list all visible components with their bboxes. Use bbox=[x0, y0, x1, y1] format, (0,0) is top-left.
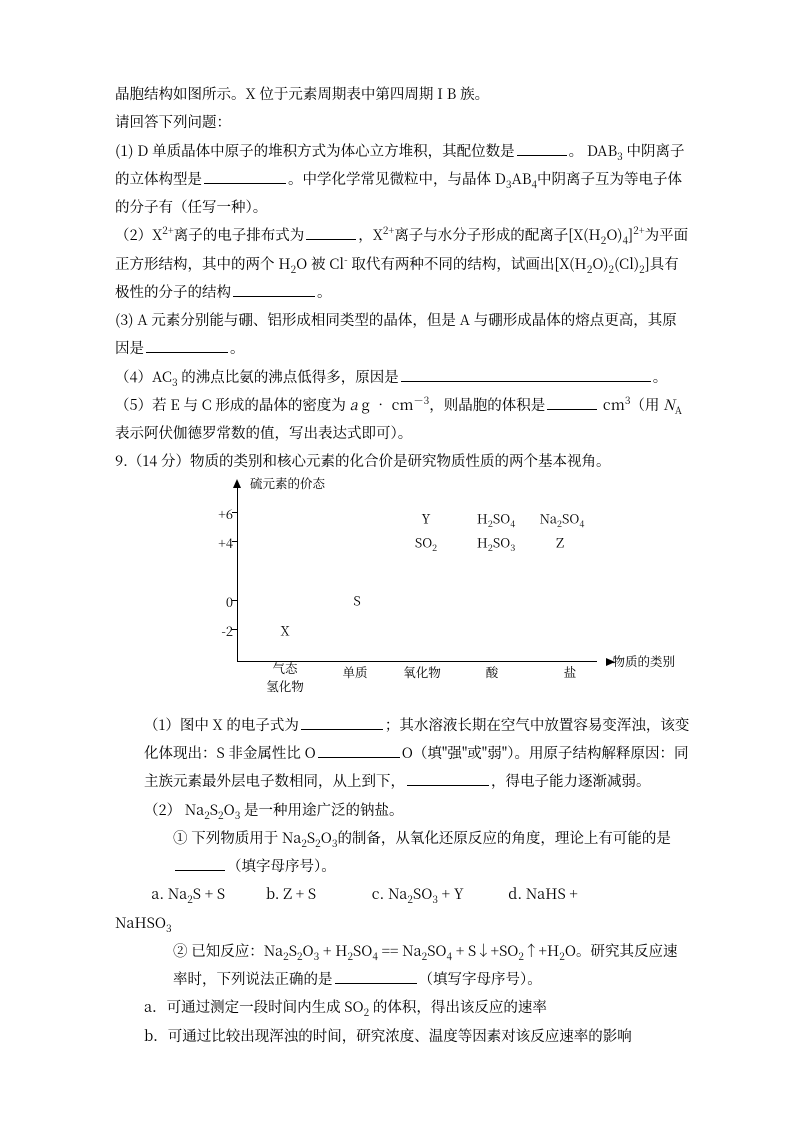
x-tick-label: 盐 bbox=[564, 663, 577, 681]
question-1: (1) D 单质晶体中原子的堆积方式为体心立方堆积，其配位数是。 DAB3 中阴… bbox=[115, 137, 690, 222]
text: 。 bbox=[317, 281, 332, 302]
text: （4）AC bbox=[115, 366, 172, 387]
x-tick-label: 酸 bbox=[486, 663, 499, 681]
option-c: c. Na2SO3 + Y bbox=[372, 883, 464, 904]
question-5: （5）若 E 与 C 形成的晶体的密度为 a g • cm－3，则晶胞的体积是 … bbox=[115, 391, 690, 448]
question-4: （4）AC3 的沸点比氨的沸点低得多，原因是。 bbox=[115, 363, 690, 391]
blank bbox=[306, 226, 356, 241]
option-d: d. NaHS + bbox=[508, 883, 578, 904]
data-point: H2SO4 bbox=[477, 508, 515, 527]
blank bbox=[547, 395, 597, 410]
text: (1) D 单质晶体中原子的堆积方式为体心立方堆积，其配位数是 bbox=[115, 140, 515, 161]
data-point: H2SO3 bbox=[477, 532, 515, 551]
text: （2） Na bbox=[144, 799, 204, 820]
text: （用 bbox=[630, 394, 663, 415]
option-a: a. Na2S + S bbox=[151, 883, 225, 904]
text: 。 bbox=[653, 366, 668, 387]
y-axis-title: 硫元素的价态 bbox=[250, 474, 325, 492]
data-point: Na2SO4 bbox=[540, 508, 585, 527]
problem-9-heading: 9.（14 分）物质的类别和核心元素的化合价是研究物质性质的两个基本视角。 bbox=[115, 447, 690, 475]
x-tick-label: 单质 bbox=[342, 663, 367, 681]
intro-line-2: 请回答下列问题： bbox=[115, 108, 690, 136]
data-point: Y bbox=[422, 508, 431, 527]
option-b: b. Z + S bbox=[266, 883, 316, 904]
text: ，X bbox=[358, 224, 383, 245]
statement-a: a．可通过测定一段时间内生成 SO2 的体积，得出该反应的速率 bbox=[115, 993, 690, 1021]
x-axis-title: 物质的类别 bbox=[612, 652, 675, 670]
blank bbox=[407, 771, 489, 786]
blank bbox=[146, 339, 228, 354]
y-tick-label: -2 bbox=[205, 621, 233, 640]
text: 。 bbox=[230, 337, 245, 358]
text: （2）X bbox=[115, 224, 162, 245]
italic-a: a bbox=[346, 394, 362, 415]
question-2: （2）X2+离子的电子排布式为，X2+离子与水分子形成的配离子[X(H2O)4]… bbox=[115, 221, 690, 306]
blank bbox=[401, 367, 651, 382]
x-tick-label: 氧化物 bbox=[403, 663, 441, 681]
italic-N: N bbox=[663, 394, 675, 415]
text: ，得电子能力逐渐减弱。 bbox=[491, 770, 651, 791]
sub-question-2-2: ② 已知反应：Na2S2O3 + H2SO4 == Na2SO4 + S↓+SO… bbox=[115, 937, 690, 994]
text: ① 下列物质用于 Na bbox=[173, 827, 301, 848]
y-tick-label: +6 bbox=[205, 504, 233, 523]
blank bbox=[175, 856, 225, 871]
sub-question-2-1: ① 下列物质用于 Na2S2O3的制备，从氧化还原反应的角度，理论上有可能的是（… bbox=[115, 824, 690, 881]
text: a．可通过测定一段时间内生成 SO bbox=[144, 996, 364, 1017]
x-tick-label: 气态氢化物 bbox=[266, 659, 304, 695]
text: （1）图中 X 的电子式为 bbox=[144, 714, 299, 735]
data-point: SO2 bbox=[415, 532, 437, 551]
blank bbox=[301, 715, 383, 730]
sub-question-2: （2） Na2S2O3 是一种用途广泛的钠盐。 bbox=[115, 796, 690, 824]
data-point: Z bbox=[556, 532, 564, 551]
blank bbox=[517, 141, 567, 156]
text: 的制备，从氧化还原反应的角度，理论上有可能的是 bbox=[337, 827, 671, 848]
text: g • cm bbox=[361, 394, 413, 415]
text: （5）若 E 与 C 形成的晶体的密度为 bbox=[115, 394, 346, 415]
data-point: S bbox=[353, 590, 360, 609]
y-tick-label: 0 bbox=[205, 592, 233, 611]
text: O 被 Cl bbox=[296, 253, 344, 274]
blank bbox=[233, 282, 315, 297]
data-point: X bbox=[280, 620, 289, 639]
text: 的沸点比氨的沸点低得多，原因是 bbox=[178, 366, 399, 387]
text: 。中学化学常见微粒中，与晶体 D bbox=[288, 168, 506, 189]
question-3: (3) A 元素分别能与硼、铝形成相同类型的晶体，但是 A 与硼形成晶体的熔点更… bbox=[115, 306, 690, 363]
text: 表示阿伏伽德罗常数的值，写出表达式即可）。 bbox=[115, 422, 412, 443]
blank bbox=[318, 743, 400, 758]
text: （填写字母序号）。 bbox=[419, 968, 542, 989]
y-tick-label: +4 bbox=[205, 533, 233, 552]
text: + S↓+SO bbox=[452, 940, 518, 961]
document-page: { "intro1":"晶胞结构如图所示。X 位于元素周期表中第四周期 I B … bbox=[0, 0, 800, 1132]
arrow-up-icon bbox=[233, 479, 241, 488]
text: ，则晶胞的体积是 bbox=[429, 394, 545, 415]
text: 离子与水分子形成的配离子[X(H bbox=[394, 224, 600, 245]
blank bbox=[335, 969, 417, 984]
text: （填字母序号）。 bbox=[227, 855, 336, 876]
text: == Na bbox=[378, 940, 422, 961]
intro-line-1: 晶胞结构如图所示。X 位于元素周期表中第四周期 I B 族。 bbox=[115, 80, 690, 108]
options-row: a. Na2S + S b. Z + S c. Na2SO3 + Y d. Na… bbox=[115, 880, 690, 908]
text: 是一种用途广泛的钠盐。 bbox=[240, 799, 403, 820]
option-d-cont: NaHSO3 bbox=[115, 909, 690, 937]
valence-chart: 硫元素的价态 物质的类别 +6+40-2 气态氢化物单质氧化物酸盐 YH2SO4… bbox=[195, 482, 615, 697]
text: 取代有两种不同的结构，试画出[X(H bbox=[348, 253, 587, 274]
text: ② 已知反应：Na bbox=[173, 940, 283, 961]
text: ↑+H bbox=[524, 940, 559, 961]
y-axis bbox=[237, 482, 239, 662]
text: + H bbox=[319, 940, 347, 961]
text: cm bbox=[599, 394, 625, 415]
statement-b: b．可通过比较出现浑浊的时间，研究浓度、温度等因素对该反应速率的影响 bbox=[115, 1022, 690, 1050]
sub-question-1: （1）图中 X 的电子式为；其水溶液长期在空气中放置容易变浑浊，该变化体现出：S… bbox=[115, 711, 690, 796]
blank bbox=[204, 169, 286, 184]
text: 。 DAB bbox=[569, 140, 618, 161]
text: 的体积，得出该反应的速率 bbox=[369, 996, 547, 1017]
text: 离子的电子排布式为 bbox=[174, 224, 305, 245]
